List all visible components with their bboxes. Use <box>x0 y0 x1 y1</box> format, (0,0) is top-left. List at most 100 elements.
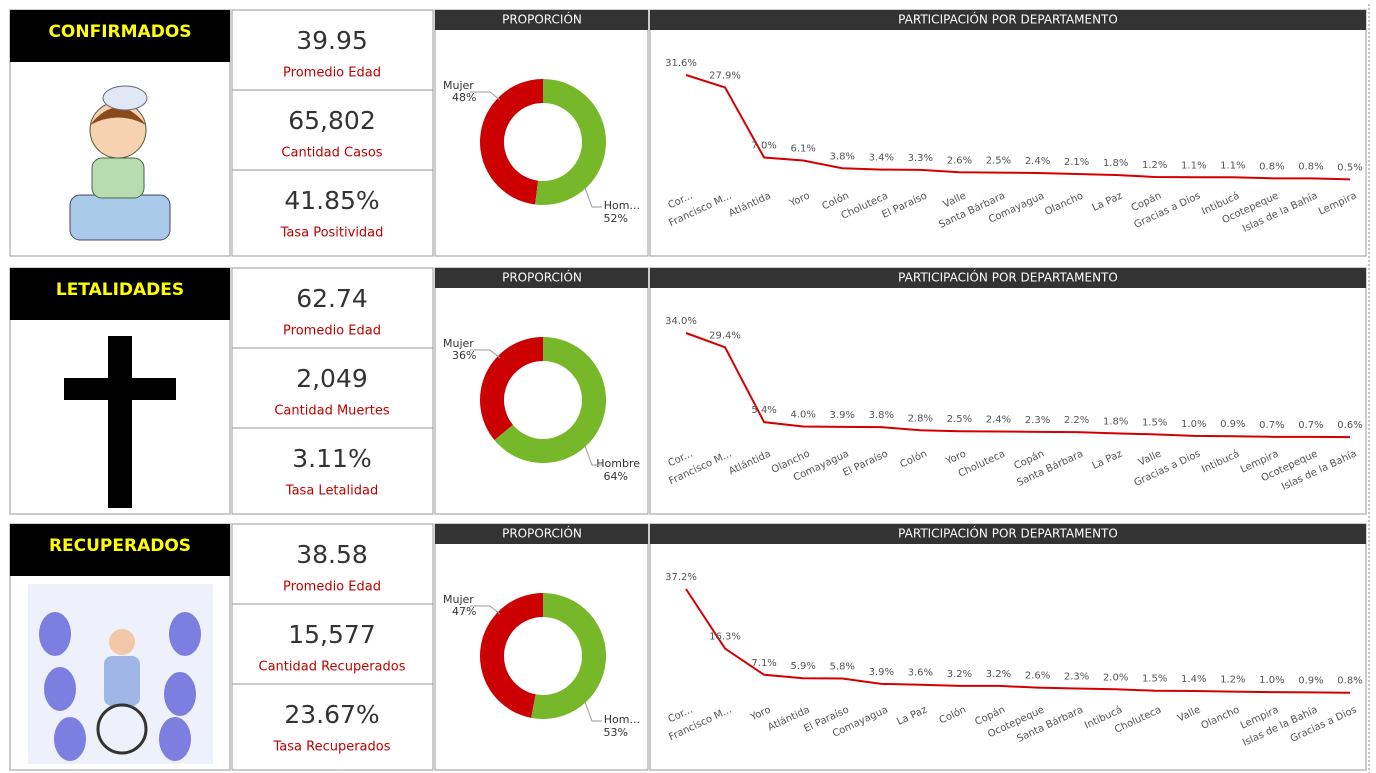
chart-header <box>435 524 648 544</box>
data-label: 6.1% <box>790 144 815 155</box>
data-label: 3.2% <box>947 669 972 680</box>
kpi-card <box>231 603 434 685</box>
kpi-value: 3.11% <box>292 444 371 473</box>
chart-header <box>650 10 1366 30</box>
data-label: 0.9% <box>1220 419 1245 430</box>
data-label: 5.4% <box>751 405 776 416</box>
chart-title: PROPORCIÓN <box>502 270 582 285</box>
panel-title-band <box>10 268 230 320</box>
chart-title: PROPORCIÓN <box>502 12 582 27</box>
patient-body <box>104 656 140 706</box>
donut-slice <box>494 337 607 463</box>
clapping-hand <box>169 612 201 656</box>
slice-label: Mujer <box>443 593 474 606</box>
data-label: 2.6% <box>947 155 972 166</box>
kpi-label: Promedio Edad <box>283 580 381 595</box>
chart-frame <box>434 9 649 257</box>
data-label: 3.3% <box>908 153 933 164</box>
bed <box>69 194 171 241</box>
cross-vertical <box>108 336 132 508</box>
wheel <box>96 703 148 755</box>
data-label: 0.7% <box>1259 420 1284 431</box>
data-label: 1.2% <box>1142 160 1167 171</box>
data-label: 1.0% <box>1181 419 1206 430</box>
data-label: 3.9% <box>830 410 855 421</box>
chart-frame <box>434 523 649 771</box>
donut-slice <box>535 79 607 205</box>
data-label: 16.3% <box>709 632 741 643</box>
data-label: 0.6% <box>1337 420 1362 431</box>
line-series <box>685 588 1351 694</box>
line-series <box>685 74 1351 181</box>
panel-title-band <box>10 10 230 62</box>
patient-head <box>109 629 135 655</box>
kpi-label: Promedio Edad <box>283 66 381 81</box>
kpi-card <box>231 169 434 257</box>
kpi-label: Tasa Positividad <box>280 226 384 241</box>
data-label: 0.7% <box>1298 420 1323 431</box>
data-label: 2.5% <box>986 156 1011 167</box>
slice-label: Hombre <box>596 457 640 470</box>
data-label: 0.8% <box>1259 161 1284 172</box>
kpi-value: 62.74 <box>296 284 368 313</box>
data-label: 1.4% <box>1181 674 1206 685</box>
slice-value: 48% <box>452 91 476 104</box>
panel-title-band <box>10 524 230 576</box>
data-label: 3.8% <box>830 151 855 162</box>
chart-header <box>435 10 648 30</box>
clapping-hand <box>159 717 191 761</box>
kpi-value: 2,049 <box>296 364 368 393</box>
chart-header <box>650 268 1366 288</box>
data-label: 2.2% <box>1064 415 1089 426</box>
data-label: 31.6% <box>665 58 697 69</box>
data-label: 1.8% <box>1103 416 1128 427</box>
slice-value: 36% <box>452 349 476 362</box>
kpi-label: Cantidad Muertes <box>274 404 389 419</box>
kpi-label: Promedio Edad <box>283 324 381 339</box>
data-label: 2.4% <box>1025 156 1050 167</box>
leader-line <box>584 701 602 722</box>
kpi-label: Cantidad Recuperados <box>259 660 406 675</box>
slice-label: Hom... <box>604 713 640 726</box>
data-label: 1.5% <box>1142 674 1167 685</box>
donut-slice <box>480 593 543 718</box>
kpi-value: 15,577 <box>288 620 375 649</box>
data-label: 2.8% <box>908 413 933 424</box>
data-label: 34.0% <box>665 316 697 327</box>
leader-line <box>584 187 602 208</box>
slice-label: Mujer <box>443 79 474 92</box>
data-label: 3.2% <box>986 669 1011 680</box>
data-label: 1.0% <box>1259 675 1284 686</box>
data-label: 2.1% <box>1064 157 1089 168</box>
kid-body <box>91 157 145 199</box>
data-label: 2.3% <box>1025 415 1050 426</box>
chart-title: PROPORCIÓN <box>502 526 582 541</box>
panel-title: LETALIDADES <box>56 280 184 300</box>
clapping-hand <box>39 612 71 656</box>
data-label: 3.8% <box>869 410 894 421</box>
leader-line <box>584 445 602 466</box>
data-label: 0.8% <box>1337 676 1362 687</box>
chart-title: PARTICIPACIÓN POR DEPARTAMENTO <box>898 12 1118 27</box>
chart-title: PARTICIPACIÓN POR DEPARTAMENTO <box>898 526 1118 541</box>
data-label: 5.9% <box>790 661 815 672</box>
kpi-card <box>231 427 434 515</box>
data-label: 5.8% <box>830 661 855 672</box>
data-label: 3.6% <box>908 668 933 679</box>
data-label: 37.2% <box>665 572 697 583</box>
chart-header <box>650 524 1366 544</box>
kpi-value: 41.85% <box>284 186 379 215</box>
chart-title: PARTICIPACIÓN POR DEPARTAMENTO <box>898 270 1118 285</box>
panel-title: CONFIRMADOS <box>48 22 191 42</box>
data-label: 29.4% <box>709 330 741 341</box>
leader-line <box>470 349 501 359</box>
line-series <box>685 332 1351 439</box>
panel-title: RECUPERADOS <box>49 536 191 556</box>
chart-frame <box>649 9 1367 257</box>
chart-frame <box>434 267 649 515</box>
data-label: 1.1% <box>1220 160 1245 171</box>
data-label: 1.1% <box>1181 160 1206 171</box>
data-label: 1.2% <box>1220 675 1245 686</box>
data-label: 2.5% <box>947 414 972 425</box>
